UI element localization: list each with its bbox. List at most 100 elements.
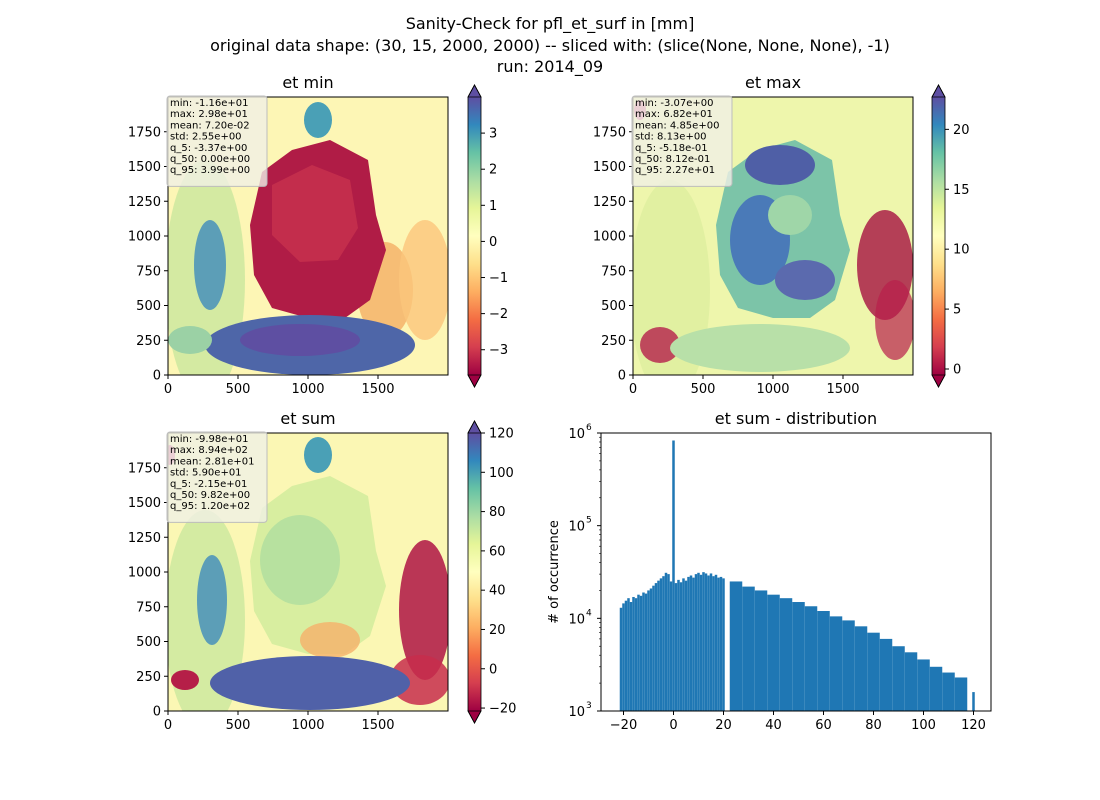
stats-line: q_50: 0.00e+00 [170, 154, 250, 165]
histogram-bar [639, 595, 643, 711]
stats-line: mean: 7.20e-02 [170, 120, 250, 131]
x-ticks: −20 0 20 40 60 80 100 120 [610, 711, 986, 733]
histogram-bar [702, 572, 705, 711]
histogram-bar [622, 603, 625, 711]
x-tick-label: 1500 [826, 382, 859, 397]
colorbar-tick-label: 120 [489, 427, 514, 442]
stats-line: q_50: 9.82e+00 [170, 490, 250, 501]
heatmap-image [168, 433, 448, 711]
panel-title: et sum - distribution [715, 409, 877, 428]
histogram-bar [674, 583, 678, 711]
stats-line: q_95: 3.99e+00 [170, 165, 250, 176]
stats-line: max: 8.94e+02 [170, 445, 248, 456]
colorbar-extend-min [931, 374, 946, 388]
y-tick-label: 10 [568, 427, 585, 442]
x-tick-label: 500 [691, 382, 716, 397]
y-tick-label: 750 [601, 264, 626, 279]
stats-line: std: 2.55e+00 [170, 132, 242, 143]
stats-line: std: 8.13e+00 [635, 132, 707, 143]
colorbar-tick-label: −1 [489, 271, 508, 286]
y-tick-label: 1500 [593, 160, 626, 175]
stats-line: q_5: -5.18e-01 [635, 143, 708, 154]
stats-line: q_95: 1.20e+02 [170, 501, 250, 512]
histogram-bar [642, 592, 645, 711]
y-tick-label: 500 [601, 299, 626, 314]
y-tick-label: 1500 [128, 496, 161, 511]
colorbar-tick-label: 100 [489, 466, 514, 481]
y-tick-label: 1500 [128, 160, 161, 175]
y-tick-label: 250 [136, 670, 161, 685]
x-tick-label: 500 [226, 382, 251, 397]
histogram-bar [627, 598, 630, 711]
colorbar-tick-label: 2 [489, 163, 497, 178]
histogram-bar [719, 576, 723, 711]
histogram-bar [829, 616, 843, 711]
histogram-bar [942, 672, 955, 711]
stats-line: min: -3.07e+00 [635, 98, 714, 109]
histogram-bar [767, 594, 780, 711]
y-ticks: 0 250 500 750 1000 1250 1500 1750 [593, 125, 633, 384]
x-tick-label: 1500 [361, 382, 394, 397]
figure-title-line-3: run: 2014_09 [497, 57, 603, 77]
y-tick-label: 1000 [128, 230, 161, 245]
colorbar-extend-max [467, 420, 482, 434]
y-tick-label: 1250 [128, 195, 161, 210]
x-tick-label: 100 [911, 718, 936, 733]
y-tick-label: 1000 [128, 566, 161, 581]
y-tick-label-exponent: 5 [586, 516, 592, 526]
panel-et-max: et max 0 500 1000 1500 0 250 500 750 1000 1250 15… [593, 73, 970, 397]
figure-title-line-1: Sanity-Check for pfl_et_surf in [mm] [406, 14, 695, 34]
x-tick-label: 0 [669, 718, 677, 733]
colorbar-tick-label: 40 [489, 584, 506, 599]
heatmap-image [168, 97, 448, 375]
colorbar: 0 5 10 15 20 [931, 84, 970, 388]
histogram-bar [712, 576, 715, 711]
y-tick-label: 0 [153, 705, 161, 720]
histogram-bar [679, 582, 683, 711]
colorbar-tick-label: 80 [489, 505, 506, 520]
x-tick-label: 120 [961, 718, 986, 733]
histogram-bar [779, 598, 793, 711]
colorbar-gradient [932, 97, 945, 375]
histogram-bars [619, 440, 975, 711]
y-tick-label-exponent: 3 [586, 701, 592, 711]
histogram-bar [879, 638, 893, 711]
y-tick-label: 10 [568, 520, 585, 535]
histogram-bar [697, 572, 700, 711]
colorbar-tick-label: 0 [489, 662, 497, 677]
histogram-bar [667, 574, 670, 711]
histogram-bar [669, 581, 673, 711]
y-tick-label-exponent: 4 [586, 608, 592, 618]
y-tick-label-exponent: 6 [586, 423, 592, 433]
histogram-bar [632, 596, 635, 711]
histogram-bar [717, 577, 720, 711]
histogram-bar [647, 590, 650, 711]
colorbar-extend-max [931, 84, 946, 98]
histogram-bar [729, 581, 743, 711]
x-tick-label: 80 [865, 718, 882, 733]
x-tick-label: 500 [226, 718, 251, 733]
colorbar-extend-min [467, 374, 482, 388]
colorbar-tick-label: 0 [953, 363, 961, 378]
histogram-bar [687, 576, 690, 711]
histogram-bar [854, 626, 868, 711]
histogram-bar [629, 602, 633, 711]
stats-line: max: 6.82e+01 [635, 109, 713, 120]
colorbar-tick-label: 20 [953, 123, 970, 138]
colorbar-tick-label: 3 [489, 127, 497, 142]
y-tick-label: 1750 [128, 125, 161, 140]
colorbar-outline [467, 84, 482, 388]
histogram-bar [867, 632, 880, 711]
colorbar: −20 0 20 40 60 80 100 120 [467, 420, 516, 724]
x-tick-label: 60 [815, 718, 832, 733]
stats-line: std: 5.90e+01 [170, 468, 242, 479]
histogram-bar [954, 677, 968, 711]
x-ticks: 0 500 1000 1500 [629, 375, 860, 397]
histogram-bar [917, 659, 930, 711]
colorbar-tick-label: 1 [489, 199, 497, 214]
colorbar-gradient [468, 97, 481, 375]
y-ticks: 0 250 500 750 1000 1250 1500 1750 [128, 461, 168, 720]
